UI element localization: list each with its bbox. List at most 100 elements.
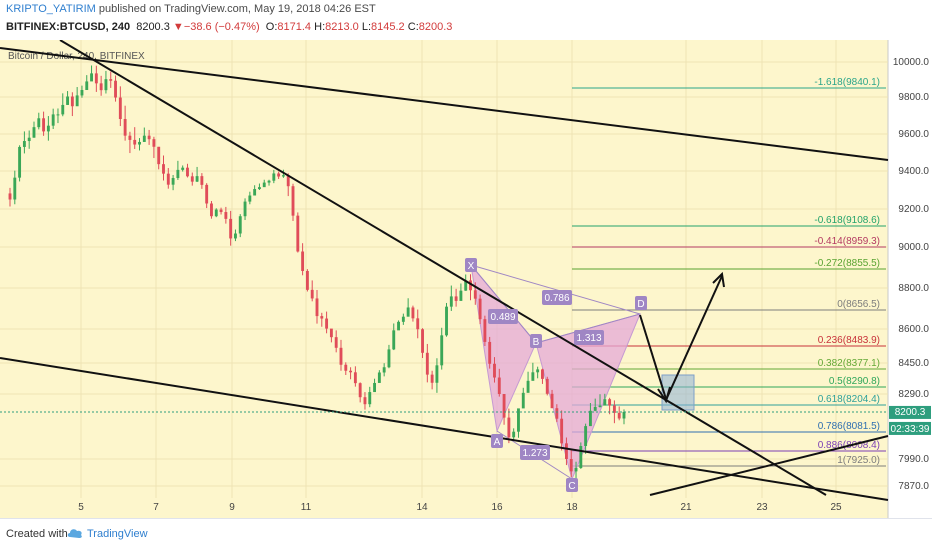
pattern-bd-line (535, 313, 641, 344)
trendline-upper[interactable] (0, 47, 889, 161)
pattern-ratio-badge[interactable] (488, 309, 518, 324)
candle (612, 400, 616, 424)
candle-body (574, 468, 578, 472)
candle-body (171, 178, 175, 185)
candle-body (70, 96, 74, 107)
candle-body (507, 417, 511, 438)
pattern-ratio-badge[interactable] (520, 445, 550, 460)
candle (85, 75, 89, 90)
candle-body (8, 193, 12, 200)
candle-body (382, 367, 386, 373)
tradingview-brand-link[interactable]: TradingView (87, 528, 148, 540)
high-label: H: (314, 21, 326, 33)
candle-body (277, 173, 281, 177)
candle (277, 171, 281, 179)
candle-body (622, 412, 626, 419)
price-axis[interactable] (888, 40, 932, 518)
candle (334, 330, 338, 353)
pattern-ratio-label: 1.273 (522, 448, 547, 459)
candle (454, 288, 458, 307)
candle-body (229, 218, 233, 239)
candle (114, 75, 117, 102)
candle (435, 358, 439, 393)
candle-body (545, 378, 549, 394)
candle-body (123, 119, 127, 136)
candle (536, 366, 540, 379)
candle-body (128, 135, 132, 140)
candle-body (32, 127, 36, 138)
candle (257, 183, 261, 190)
candle-body (464, 280, 468, 291)
pattern-point-badge[interactable] (465, 258, 477, 272)
pattern-point-badge[interactable] (491, 434, 503, 448)
candle-body (368, 392, 372, 405)
candle (234, 229, 237, 242)
candle-body (234, 233, 237, 239)
close-label: C: (407, 21, 419, 33)
candle-body (46, 125, 50, 132)
low-label: L: (361, 21, 372, 33)
x-tick-label: 14 (416, 502, 428, 513)
price-chart[interactable]: Bitcoin / Dollar, 240, BITFINEX -1.618(9… (0, 40, 932, 518)
candle (296, 212, 300, 253)
trendline-rising[interactable] (649, 435, 889, 496)
x-tick-label: 11 (301, 502, 312, 513)
pattern-point-label: C (568, 481, 575, 492)
candle-body (373, 382, 377, 393)
candle-body (181, 167, 185, 170)
candle-body (186, 167, 189, 177)
pattern-point-badge[interactable] (566, 478, 578, 492)
candle-body (584, 426, 588, 447)
y-tick-label: 9400.0 (898, 166, 929, 177)
candle-body (267, 180, 271, 183)
symbol-label: BITFINEX:BTCUSD, 240 (6, 21, 131, 33)
candle-body (421, 329, 424, 353)
pattern-ratio-badge[interactable] (574, 330, 604, 345)
candle (564, 437, 568, 466)
author-link[interactable]: KRIPTO_YATIRIM (6, 3, 96, 15)
candle (517, 408, 520, 438)
trendline-lower[interactable] (0, 357, 889, 501)
candle-body (401, 316, 405, 322)
candle-body (555, 408, 559, 419)
candle-body (305, 270, 309, 290)
trendline-descending[interactable] (59, 40, 827, 496)
open-value: 8171.4 (277, 21, 312, 33)
pattern-ratio-badge[interactable] (542, 290, 572, 305)
candle-body (195, 176, 199, 182)
candle (445, 302, 448, 337)
candle (363, 392, 367, 410)
candle (469, 274, 472, 301)
pattern-point-label: X (468, 261, 475, 272)
pattern-point-badge[interactable] (635, 296, 647, 310)
candle-body (608, 399, 612, 406)
ohlc-line: BITFINEX:BTCUSD, 240 8200.3 ▼−38.6 (−0.4… (6, 21, 452, 33)
candle (329, 328, 333, 343)
candle-body (363, 397, 367, 405)
fib-level-label: -0.618(9108.6) (814, 215, 880, 226)
candle-body (262, 182, 266, 188)
candle (291, 183, 295, 221)
candle (507, 408, 511, 444)
candle-body (257, 187, 261, 190)
candle (301, 243, 305, 276)
candle (593, 398, 597, 412)
candle-body (162, 164, 165, 174)
chart-header: KRIPTO_YATIRIM published on TradingView.… (0, 0, 932, 40)
publish-text: published on TradingView.com, May 19, 20… (95, 3, 376, 15)
candle-body (133, 139, 137, 145)
target-zone-box[interactable] (661, 374, 695, 411)
candle-body (109, 79, 113, 81)
grid-lines (0, 40, 888, 498)
fib-level-label: 0(8656.5) (837, 299, 880, 310)
candle (13, 170, 17, 205)
projection-up-arrow (665, 275, 723, 401)
pattern-point-badge[interactable] (530, 334, 542, 348)
candle-body (315, 298, 319, 317)
candle-body (488, 341, 492, 364)
candle (229, 210, 233, 246)
candle (90, 65, 93, 82)
candle (147, 129, 151, 145)
candle-body (253, 189, 257, 196)
candle-body (301, 251, 305, 271)
